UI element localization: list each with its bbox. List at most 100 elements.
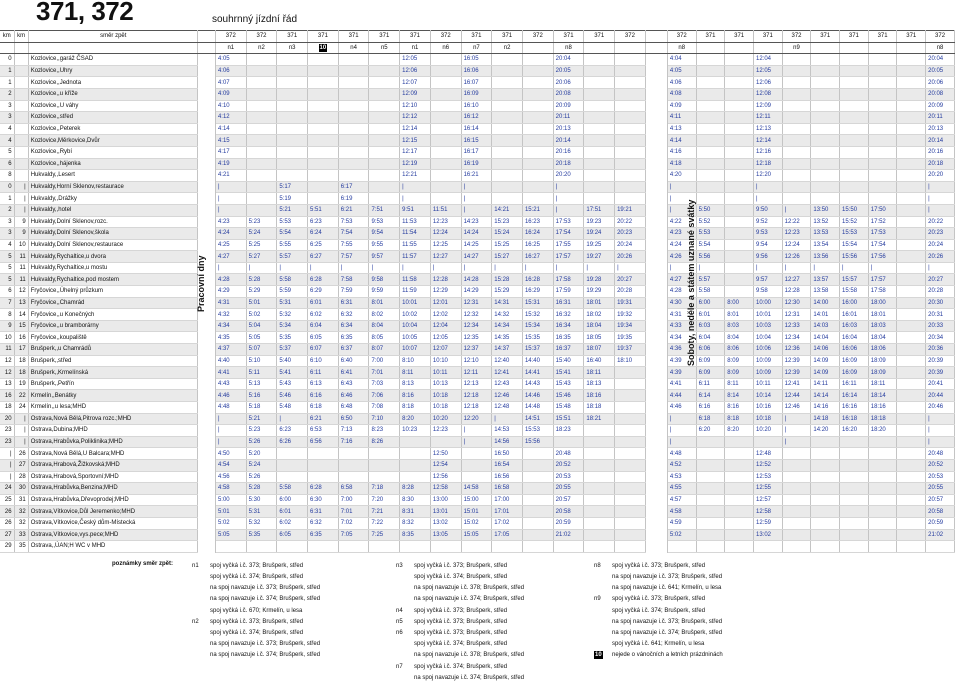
departure-time bbox=[896, 517, 927, 530]
line-number: 371 bbox=[868, 30, 898, 43]
departure-time bbox=[522, 65, 554, 78]
departure-time: 10:18 bbox=[430, 389, 462, 402]
departure-time bbox=[696, 505, 726, 518]
departure-time: 12:34 bbox=[461, 320, 493, 333]
km-value: 17 bbox=[14, 343, 29, 356]
departure-time: 21:02 bbox=[925, 529, 955, 542]
departure-time: 15:02 bbox=[461, 517, 493, 530]
departure-time: 7:01 bbox=[368, 366, 401, 379]
departure-time: 4:40 bbox=[215, 355, 247, 368]
departure-time bbox=[868, 482, 898, 495]
departure-time: 12:25 bbox=[430, 239, 462, 252]
departure-time bbox=[276, 134, 309, 147]
departure-time bbox=[246, 65, 278, 78]
departure-time: 4:33 bbox=[667, 320, 697, 333]
departure-time bbox=[430, 146, 462, 159]
departure-time: 17:58 bbox=[868, 285, 898, 298]
departure-time bbox=[276, 447, 309, 460]
departure-time: 5:26 bbox=[246, 436, 278, 449]
note-mark bbox=[810, 42, 841, 55]
departure-time: 15:51 bbox=[553, 413, 585, 426]
departure-time: 12:11 bbox=[753, 111, 783, 124]
departure-time: | bbox=[399, 192, 431, 205]
departure-time bbox=[782, 100, 812, 113]
spacer bbox=[197, 250, 216, 263]
departure-time: 5:20 bbox=[246, 447, 278, 460]
departure-time bbox=[614, 53, 646, 66]
departure-time: 5:05 bbox=[215, 529, 247, 542]
departure-time bbox=[839, 158, 869, 171]
departure-time: 12:29 bbox=[430, 285, 462, 298]
departure-time: 8:18 bbox=[399, 401, 431, 414]
departure-time: 18:18 bbox=[868, 413, 898, 426]
departure-time: | bbox=[925, 413, 955, 426]
departure-time: 6:28 bbox=[307, 482, 339, 495]
departure-time: 4:50 bbox=[215, 447, 247, 460]
departure-time bbox=[430, 181, 462, 194]
departure-time bbox=[696, 158, 726, 171]
departure-time: 7:01 bbox=[338, 505, 370, 518]
spacer bbox=[645, 378, 668, 390]
stop-name: Kozlovice,,Rybí bbox=[28, 146, 198, 159]
departure-time: 14:01 bbox=[810, 308, 841, 321]
departure-time: 19:37 bbox=[614, 343, 646, 356]
km-value: 4 bbox=[0, 239, 15, 252]
departure-time: 10:09 bbox=[753, 366, 783, 379]
departure-time bbox=[782, 169, 812, 182]
departure-time: | bbox=[868, 262, 898, 275]
departure-time bbox=[614, 65, 646, 78]
note-mark: n8 bbox=[925, 42, 955, 55]
stop-name: Ostrava,Hrabůvka,Benzina;MHD bbox=[28, 482, 198, 495]
departure-time bbox=[368, 100, 401, 113]
departure-time: 16:06 bbox=[839, 343, 869, 356]
departure-time: 8:26 bbox=[368, 436, 401, 449]
departure-time bbox=[753, 540, 783, 553]
departure-time: 12:07 bbox=[399, 76, 431, 89]
departure-time bbox=[522, 169, 554, 182]
km-value bbox=[14, 111, 29, 124]
departure-time: 20:13 bbox=[925, 123, 955, 136]
departure-time: 4:55 bbox=[667, 482, 697, 495]
spacer bbox=[197, 100, 216, 112]
departure-time bbox=[896, 459, 927, 472]
departure-time: 14:32 bbox=[491, 308, 523, 321]
departure-time: 14:24 bbox=[461, 227, 493, 240]
departure-time: 4:37 bbox=[215, 343, 247, 356]
departure-time bbox=[896, 111, 927, 124]
departure-time bbox=[614, 181, 646, 194]
departure-time: 6:01 bbox=[276, 505, 309, 518]
km-value: 35 bbox=[14, 540, 29, 553]
departure-time: | bbox=[782, 436, 812, 449]
departure-time bbox=[338, 100, 370, 113]
timetable: km km směr zpět 372 372 371 371 371 371 371 372 371… bbox=[0, 30, 955, 553]
km-value: 3 bbox=[0, 216, 15, 229]
departure-time: 4:48 bbox=[667, 447, 697, 460]
departure-time bbox=[583, 505, 616, 518]
spacer bbox=[645, 343, 668, 356]
departure-time bbox=[868, 158, 898, 171]
km-value: | bbox=[14, 413, 29, 426]
departure-time bbox=[839, 123, 869, 136]
departure-time bbox=[522, 100, 554, 113]
departure-time bbox=[896, 285, 927, 298]
departure-time: | bbox=[553, 181, 585, 194]
departure-time: 18:16 bbox=[868, 401, 898, 414]
departure-time: 5:40 bbox=[276, 355, 309, 368]
departure-time: 14:43 bbox=[522, 378, 554, 391]
departure-time bbox=[839, 505, 869, 518]
departure-time: 12:48 bbox=[753, 447, 783, 460]
spacer bbox=[645, 30, 668, 43]
departure-time bbox=[522, 111, 554, 124]
departure-time: 15:43 bbox=[553, 378, 585, 391]
departure-time: 15:01 bbox=[461, 505, 493, 518]
note-text: nejede o vánočních a letních prázdninách bbox=[612, 652, 723, 659]
departure-time: 20:39 bbox=[925, 366, 955, 379]
departure-time: 11:58 bbox=[399, 273, 431, 287]
spacer bbox=[197, 192, 216, 205]
departure-time: 15:50 bbox=[839, 204, 869, 217]
departure-time: 17:57 bbox=[868, 273, 898, 287]
departure-time: 4:39 bbox=[667, 355, 697, 368]
departure-time: 14:58 bbox=[461, 482, 493, 495]
stop-row: 8 Hukvaldy,,Lesert 4:21 12:21 16:21 20:20 4:20… bbox=[0, 169, 955, 182]
departure-time: 6:17 bbox=[338, 181, 370, 194]
